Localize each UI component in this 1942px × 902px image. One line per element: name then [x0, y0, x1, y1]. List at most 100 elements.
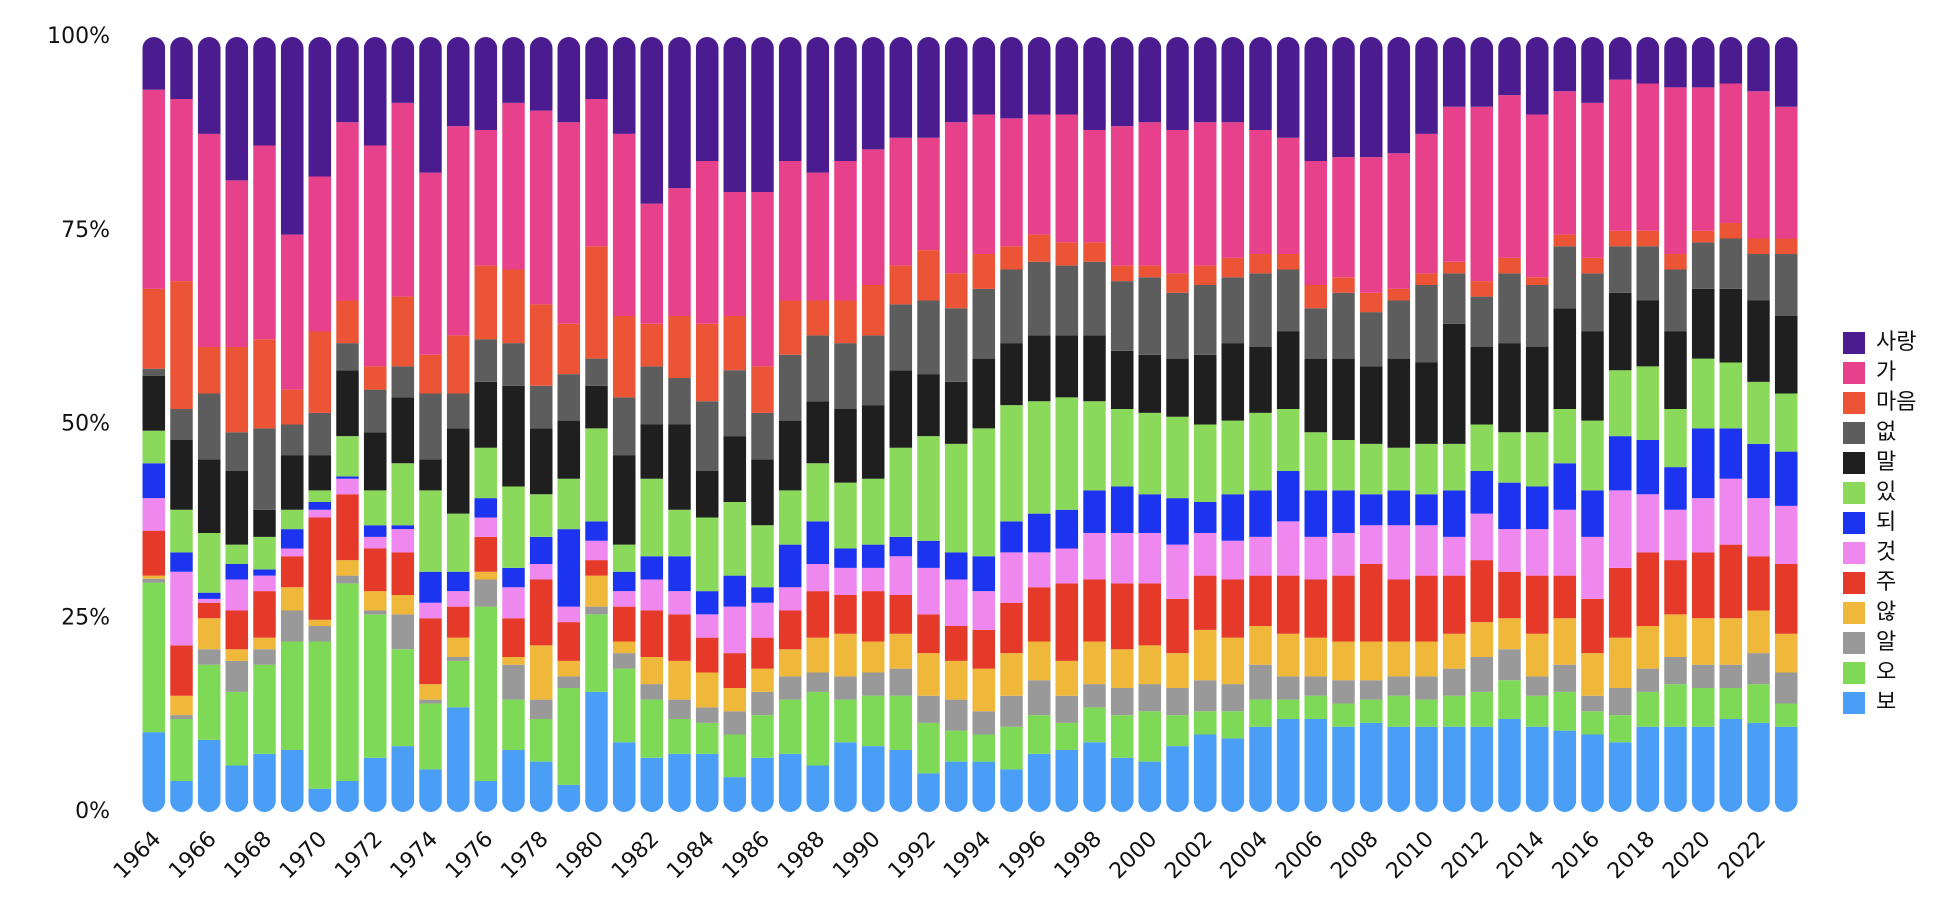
bar-segment	[1525, 285, 1549, 347]
bar-segment	[640, 579, 664, 611]
stacked-bar	[944, 37, 968, 812]
bar-segment	[1027, 335, 1051, 402]
bar-segment	[972, 114, 996, 254]
bar-segment	[1193, 575, 1217, 630]
bar-segment	[1055, 242, 1079, 266]
bar-segment	[557, 784, 581, 812]
bar-segment	[1110, 350, 1134, 409]
bar-segment	[1553, 409, 1577, 464]
bar-segment	[1525, 575, 1549, 634]
bar-segment	[170, 695, 193, 716]
bar-segment	[1774, 254, 1798, 316]
stacked-bar	[557, 37, 581, 812]
bar-segment	[557, 323, 581, 375]
bar-segment	[972, 591, 996, 630]
bar-segment	[502, 102, 525, 270]
bar-segment	[1415, 273, 1438, 285]
bar-segment	[336, 781, 359, 812]
bar-segment	[861, 285, 885, 336]
bar-segment	[1498, 680, 1521, 719]
bar-segment	[1249, 664, 1272, 700]
bar-segment	[612, 544, 636, 572]
bar-segment	[640, 610, 664, 657]
stacked-bar	[1664, 37, 1687, 812]
bar-segment	[1525, 529, 1549, 576]
bar-segment	[446, 571, 470, 592]
bar-segment	[972, 254, 996, 289]
bar-segment	[363, 389, 387, 433]
bar-segment	[280, 548, 304, 557]
bar-segment	[1000, 118, 1023, 247]
stacked-bar	[280, 37, 304, 812]
bar-segment	[1664, 409, 1687, 468]
x-tick-label: 1986	[718, 827, 775, 884]
legend-label: 마음	[1876, 390, 1916, 415]
bar-segment	[1553, 509, 1577, 576]
bar-segment	[1581, 257, 1604, 274]
stacked-bar	[1193, 37, 1217, 812]
bar-segment	[1442, 726, 1466, 812]
bar-segment	[1553, 730, 1577, 812]
bar-segment	[1221, 684, 1245, 712]
bar-segment	[1608, 230, 1632, 247]
bar-segment	[806, 300, 830, 336]
bar-segment	[1415, 641, 1438, 677]
bar-segment	[502, 657, 525, 665]
stacked-bar	[806, 37, 830, 812]
bar-segment	[778, 544, 802, 588]
stacked-bar	[889, 37, 913, 812]
bar-segment	[612, 571, 636, 592]
bar-segment	[1387, 358, 1411, 448]
bar-segment	[1359, 564, 1383, 642]
bar-segment	[253, 428, 276, 510]
bar-segment	[751, 192, 774, 367]
bar-segment	[806, 672, 830, 692]
bar-segment	[1415, 362, 1438, 444]
bar-segment	[1470, 726, 1494, 812]
legend-label: 알	[1876, 630, 1896, 655]
bar-segment	[529, 579, 553, 646]
bar-segment	[1636, 726, 1660, 812]
bar-segment	[225, 544, 249, 564]
bar-segment	[917, 695, 940, 723]
bar-segment	[1249, 626, 1272, 665]
bar-segment	[1553, 463, 1577, 510]
bar-segment	[834, 548, 857, 568]
bar-segment	[1083, 641, 1106, 685]
bar-segment	[834, 161, 857, 301]
bar-segment	[1691, 87, 1715, 231]
bar-segment	[751, 668, 774, 692]
bar-segment	[1581, 695, 1604, 712]
bar-segment	[557, 374, 581, 421]
bar-segment	[253, 753, 276, 812]
bar-segment	[1276, 719, 1300, 812]
bar-segment	[474, 606, 498, 781]
bar-segment	[889, 370, 913, 448]
bar-segment	[751, 715, 774, 758]
legend-swatch	[1843, 632, 1865, 654]
legend-swatch	[1843, 692, 1865, 714]
x-tick-label: 1994	[939, 827, 996, 884]
bar-segment	[1055, 750, 1079, 812]
bar-segment	[668, 188, 691, 316]
bar-segment	[861, 544, 885, 568]
bar-segment	[1000, 521, 1023, 553]
bar-segment	[917, 374, 940, 437]
x-tick-label: 1998	[1050, 827, 1107, 884]
bar-segment	[1581, 711, 1604, 735]
bar-segment	[197, 459, 221, 533]
bar-segment	[778, 753, 802, 812]
bar-segment	[695, 753, 719, 812]
bar-segment	[972, 358, 996, 429]
bar-segment	[1249, 726, 1272, 812]
bar-segment	[972, 37, 996, 115]
bar-segment	[1498, 529, 1521, 572]
bar-segment	[1691, 726, 1715, 812]
bar-segment	[1470, 106, 1494, 282]
bar-segment	[1359, 722, 1383, 812]
bar-segment	[1387, 288, 1411, 301]
bar-segment	[1664, 467, 1687, 510]
bar-segment	[806, 637, 830, 673]
stacked-bar	[861, 37, 885, 812]
bar-segment	[502, 37, 525, 103]
